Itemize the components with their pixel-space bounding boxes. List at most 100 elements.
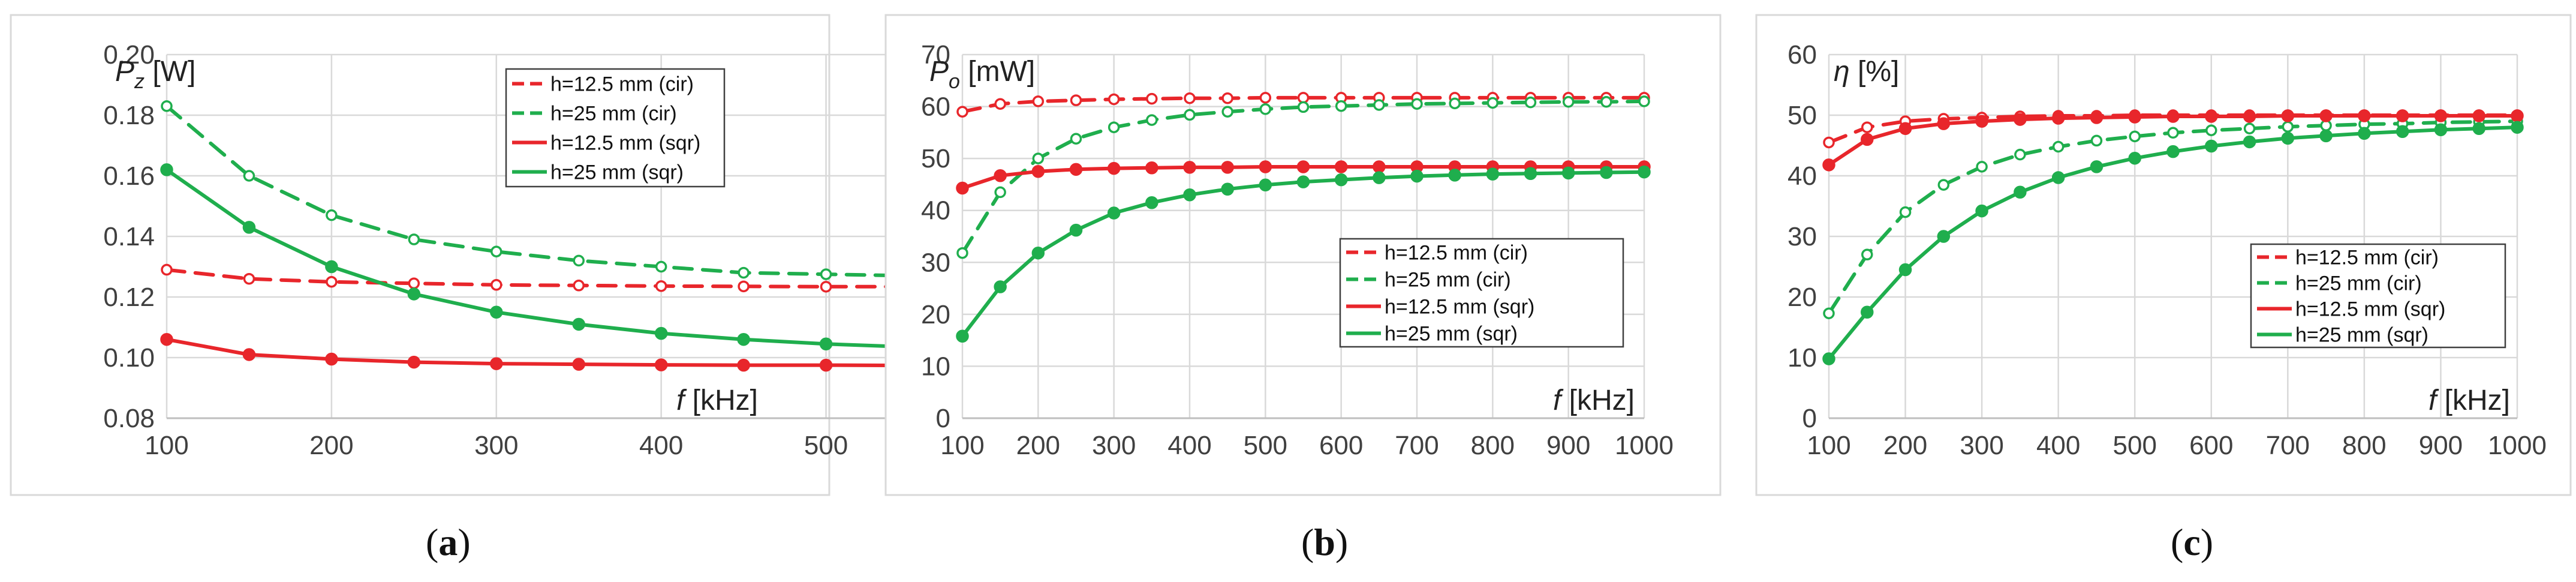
data-point — [1823, 307, 1835, 320]
legend-label: h=12.5 mm (cir) — [2295, 247, 2439, 269]
data-point — [490, 357, 503, 370]
data-point — [1448, 169, 1461, 182]
data-point — [956, 181, 969, 195]
data-point — [1183, 161, 1196, 174]
data-point — [1297, 92, 1310, 104]
x-tick-label: 600 — [2189, 431, 2233, 460]
x-tick-label: 100 — [940, 431, 984, 460]
data-point — [407, 287, 421, 301]
y-tick-label: 40 — [921, 196, 950, 226]
x-tick-label: 900 — [1546, 431, 1590, 460]
data-point — [2396, 109, 2409, 122]
legend-label: h=12.5 mm (cir) — [1385, 242, 1528, 265]
data-point — [1975, 115, 1988, 128]
x-tick-label: 900 — [2419, 431, 2463, 460]
data-point — [2090, 111, 2103, 124]
data-point — [1297, 101, 1310, 113]
x-tick-label: 800 — [1471, 431, 1515, 460]
x-tick-label: 100 — [145, 431, 188, 460]
y-tick-label: 70 — [921, 40, 950, 70]
data-point — [2243, 122, 2256, 134]
caption-open-paren: ( — [2171, 521, 2183, 563]
data-point — [994, 98, 1006, 110]
y-tick-label: 0 — [1802, 404, 1817, 433]
data-point — [1861, 121, 1873, 133]
data-point — [2511, 109, 2524, 122]
legend-label: h=25 mm (cir) — [1385, 269, 1511, 292]
data-point — [1561, 166, 1575, 180]
series-3 — [956, 165, 1651, 343]
legend-label: h=25 mm (sqr) — [2295, 324, 2428, 347]
data-point — [994, 186, 1006, 199]
data-point — [1108, 121, 1120, 133]
data-point — [2434, 123, 2448, 136]
data-point — [160, 163, 173, 176]
legend-label: h=25 mm (cir) — [550, 103, 677, 125]
x-tick-label: 400 — [639, 431, 683, 460]
y-axis-subscript: o — [949, 70, 960, 93]
series-1 — [956, 95, 1650, 259]
data-point — [1638, 95, 1650, 107]
y-tick-label: 0.14 — [103, 222, 155, 251]
x-tick-label: 1000 — [1615, 431, 1674, 460]
x-tick-label: 200 — [1016, 431, 1060, 460]
y-tick-label: 20 — [1787, 283, 1817, 312]
data-point — [2128, 151, 2141, 165]
y-tick-label: 0.20 — [103, 40, 155, 70]
caption-close-paren: ) — [2201, 521, 2213, 563]
data-point — [2358, 109, 2371, 122]
data-point — [1184, 109, 1196, 121]
data-point — [1600, 96, 1612, 108]
panel-caption: (b) — [1301, 521, 1348, 563]
data-point — [1600, 166, 1613, 179]
legend-label: h=12.5 mm (sqr) — [1385, 296, 1534, 319]
x-axis-label: f [kHz] — [2428, 385, 2510, 416]
data-point — [490, 305, 503, 319]
data-point — [1524, 167, 1537, 180]
y-tick-label: 0.16 — [103, 161, 155, 191]
data-point — [2243, 135, 2256, 149]
data-point — [490, 245, 502, 257]
data-point — [2282, 121, 2294, 133]
data-point — [2472, 109, 2485, 122]
y-tick-label: 50 — [1787, 101, 1817, 130]
y-tick-label: 10 — [921, 352, 950, 381]
data-point — [1221, 182, 1234, 196]
y-axis-unit: [W] — [145, 56, 195, 88]
data-point — [2205, 139, 2218, 153]
data-point — [1823, 136, 1835, 149]
data-point — [160, 332, 173, 346]
x-axis-unit: [kHz] — [2436, 385, 2510, 416]
data-point — [572, 358, 585, 371]
data-point — [994, 169, 1007, 182]
data-point — [2128, 110, 2141, 124]
x-tick-label: 300 — [1960, 431, 2003, 460]
data-point — [1334, 160, 1348, 173]
legend-label: h=25 mm (cir) — [2295, 272, 2422, 295]
legend: h=12.5 mm (cir) h=25 mm (cir) h=12.5 mm (s… — [2250, 243, 2506, 349]
caption-close-paren: ) — [1335, 521, 1348, 563]
y-axis-symbol: η — [1834, 56, 1850, 88]
data-point — [1373, 99, 1385, 111]
data-point — [242, 221, 256, 234]
data-point — [2281, 131, 2295, 145]
x-axis-unit: [kHz] — [684, 385, 758, 416]
data-point — [1259, 178, 1272, 192]
data-point — [737, 332, 750, 346]
data-point — [2319, 129, 2333, 143]
data-point — [2396, 125, 2409, 139]
data-point — [1032, 152, 1045, 164]
y-axis-label: η [%] — [1834, 56, 1899, 88]
data-point — [2090, 160, 2103, 173]
data-point — [325, 352, 338, 366]
data-point — [1183, 188, 1196, 202]
x-tick-label: 100 — [1807, 431, 1850, 460]
data-point — [326, 209, 338, 221]
data-point — [2319, 109, 2333, 122]
data-point — [1259, 160, 1272, 173]
data-point — [1145, 161, 1158, 175]
caption-letter: c — [2183, 521, 2200, 563]
data-point — [994, 280, 1007, 293]
data-point — [820, 281, 832, 293]
data-point — [243, 272, 255, 285]
